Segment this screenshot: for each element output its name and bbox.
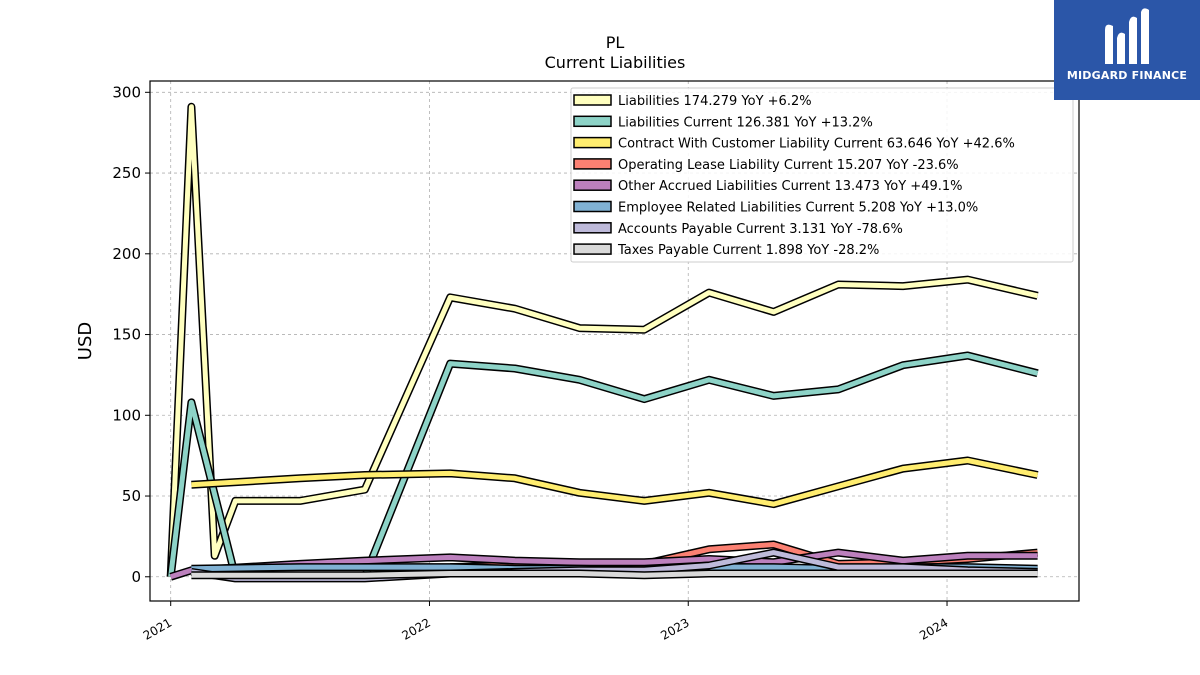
chart-title: PL xyxy=(606,33,625,52)
series-layer xyxy=(166,102,1039,583)
chart-subtitle: Current Liabilities xyxy=(545,53,686,72)
y-axis-label: USD xyxy=(75,322,96,360)
y-tick-label: 250 xyxy=(112,164,141,182)
legend-item: Liabilities Current 126.381 YoY +13.2% xyxy=(573,115,873,130)
legend-swatch xyxy=(573,115,612,128)
series-line-3 xyxy=(191,456,1039,509)
legend-swatch xyxy=(573,200,612,213)
legend-item: Taxes Payable Current 1.898 YoY -28.2% xyxy=(573,243,879,258)
plot-frame xyxy=(149,80,1080,602)
brand-name: MIDGARD FINANCE xyxy=(1066,69,1188,82)
y-tick-label: 0 xyxy=(131,568,141,586)
series-line-8 xyxy=(191,569,1038,580)
x-tick-label: 2022 xyxy=(400,615,433,642)
y-tick-label: 300 xyxy=(112,83,141,101)
legend-swatch xyxy=(573,94,612,106)
x-tick-label: 2021 xyxy=(141,615,174,642)
y-tick-label: 100 xyxy=(112,406,141,424)
legend-item: Employee Related Liabilities Current 5.2… xyxy=(573,200,978,216)
y-tick-label: 150 xyxy=(112,326,141,344)
legend-swatch xyxy=(573,243,612,255)
y-axis: 0 50 100 150 200 250 300 xyxy=(112,83,150,586)
legend-item: Operating Lease Liability Current 15.207… xyxy=(573,158,959,173)
midgard-m-logo-icon xyxy=(1105,8,1149,65)
legend-item: Liabilities 174.279 YoY +6.2% xyxy=(573,94,812,109)
legend-item: Other Accrued Liabilities Current 13.473… xyxy=(573,179,963,194)
legend-swatch xyxy=(573,136,612,149)
x-axis: 2021 2022 2023 2024 xyxy=(141,601,951,643)
legend-swatch xyxy=(573,158,612,170)
legend-label: Contract With Customer Liability Current… xyxy=(618,137,1015,152)
legend-label: Liabilities Current 126.381 YoY +13.2% xyxy=(618,115,873,130)
brand-logo: MIDGARD FINANCE xyxy=(1054,0,1200,100)
x-tick-label: 2024 xyxy=(917,615,950,642)
y-tick-label: 50 xyxy=(122,487,141,505)
legend: Liabilities 174.279 YoY +6.2% Liabilities… xyxy=(570,87,1074,263)
legend-item: Accounts Payable Current 3.131 YoY -78.6… xyxy=(573,222,903,237)
legend-label: Operating Lease Liability Current 15.207… xyxy=(618,158,959,173)
y-tick-label: 200 xyxy=(112,245,141,263)
x-tick-label: 2023 xyxy=(658,615,691,642)
legend-label: Liabilities 174.279 YoY +6.2% xyxy=(618,94,812,109)
legend-swatch xyxy=(573,179,612,191)
legend-swatch xyxy=(573,222,612,234)
legend-box xyxy=(570,87,1074,263)
legend-label: Employee Related Liabilities Current 5.2… xyxy=(618,201,978,216)
legend-item: Contract With Customer Liability Current… xyxy=(573,136,1015,152)
legend-label: Accounts Payable Current 3.131 YoY -78.6… xyxy=(618,222,903,237)
legend-label: Other Accrued Liabilities Current 13.473… xyxy=(618,179,963,194)
legend-label: Taxes Payable Current 1.898 YoY -28.2% xyxy=(617,243,879,258)
